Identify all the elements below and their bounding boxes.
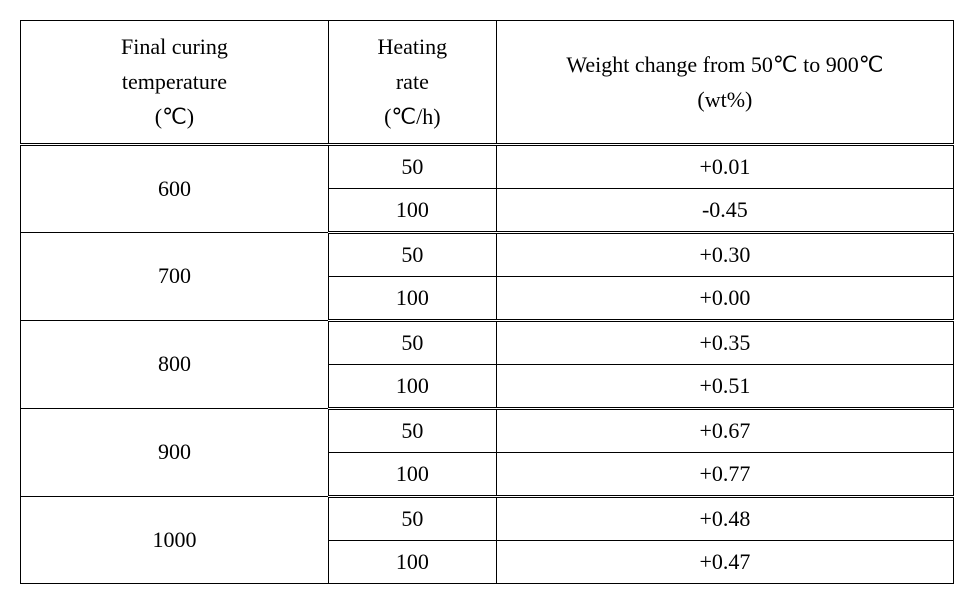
header-rate-line3: (℃/h) (384, 104, 440, 129)
header-temp-line2: temperature (122, 69, 227, 94)
weight-cell: +0.00 (496, 276, 953, 320)
header-temperature: Final curing temperature (℃) (21, 21, 329, 145)
header-weight-line2: (wt%) (697, 87, 752, 112)
rate-cell: 50 (328, 232, 496, 276)
weight-cell: -0.45 (496, 188, 953, 232)
rate-cell: 50 (328, 144, 496, 188)
header-weight: Weight change from 50℃ to 900℃ (wt%) (496, 21, 953, 145)
header-rate-line2: rate (396, 69, 429, 94)
table-row: 900 50 +0.67 (21, 408, 954, 452)
header-weight-line1: Weight change from 50℃ to 900℃ (566, 52, 883, 77)
temp-cell: 900 (21, 408, 329, 496)
rate-cell: 100 (328, 364, 496, 408)
rate-cell: 50 (328, 408, 496, 452)
table-row: 600 50 +0.01 (21, 144, 954, 188)
temp-cell: 800 (21, 320, 329, 408)
weight-cell: +0.77 (496, 452, 953, 496)
header-temp-line1: Final curing (121, 34, 228, 59)
rate-cell: 100 (328, 540, 496, 583)
table-body: 600 50 +0.01 100 -0.45 700 50 +0.30 100 … (21, 144, 954, 583)
table-header-row: Final curing temperature (℃) Heating rat… (21, 21, 954, 145)
weight-cell: +0.35 (496, 320, 953, 364)
header-temp-line3: (℃) (155, 104, 194, 129)
temp-cell: 700 (21, 232, 329, 320)
header-rate: Heating rate (℃/h) (328, 21, 496, 145)
table-row: 1000 50 +0.48 (21, 496, 954, 540)
table-row: 800 50 +0.35 (21, 320, 954, 364)
rate-cell: 100 (328, 188, 496, 232)
weight-cell: +0.47 (496, 540, 953, 583)
rate-cell: 100 (328, 452, 496, 496)
weight-cell: +0.67 (496, 408, 953, 452)
weight-cell: +0.30 (496, 232, 953, 276)
temp-cell: 1000 (21, 496, 329, 583)
weight-cell: +0.01 (496, 144, 953, 188)
curing-data-table: Final curing temperature (℃) Heating rat… (20, 20, 954, 584)
temp-cell: 600 (21, 144, 329, 232)
table-row: 700 50 +0.30 (21, 232, 954, 276)
rate-cell: 50 (328, 320, 496, 364)
weight-cell: +0.48 (496, 496, 953, 540)
rate-cell: 100 (328, 276, 496, 320)
header-rate-line1: Heating (378, 34, 448, 59)
weight-cell: +0.51 (496, 364, 953, 408)
rate-cell: 50 (328, 496, 496, 540)
